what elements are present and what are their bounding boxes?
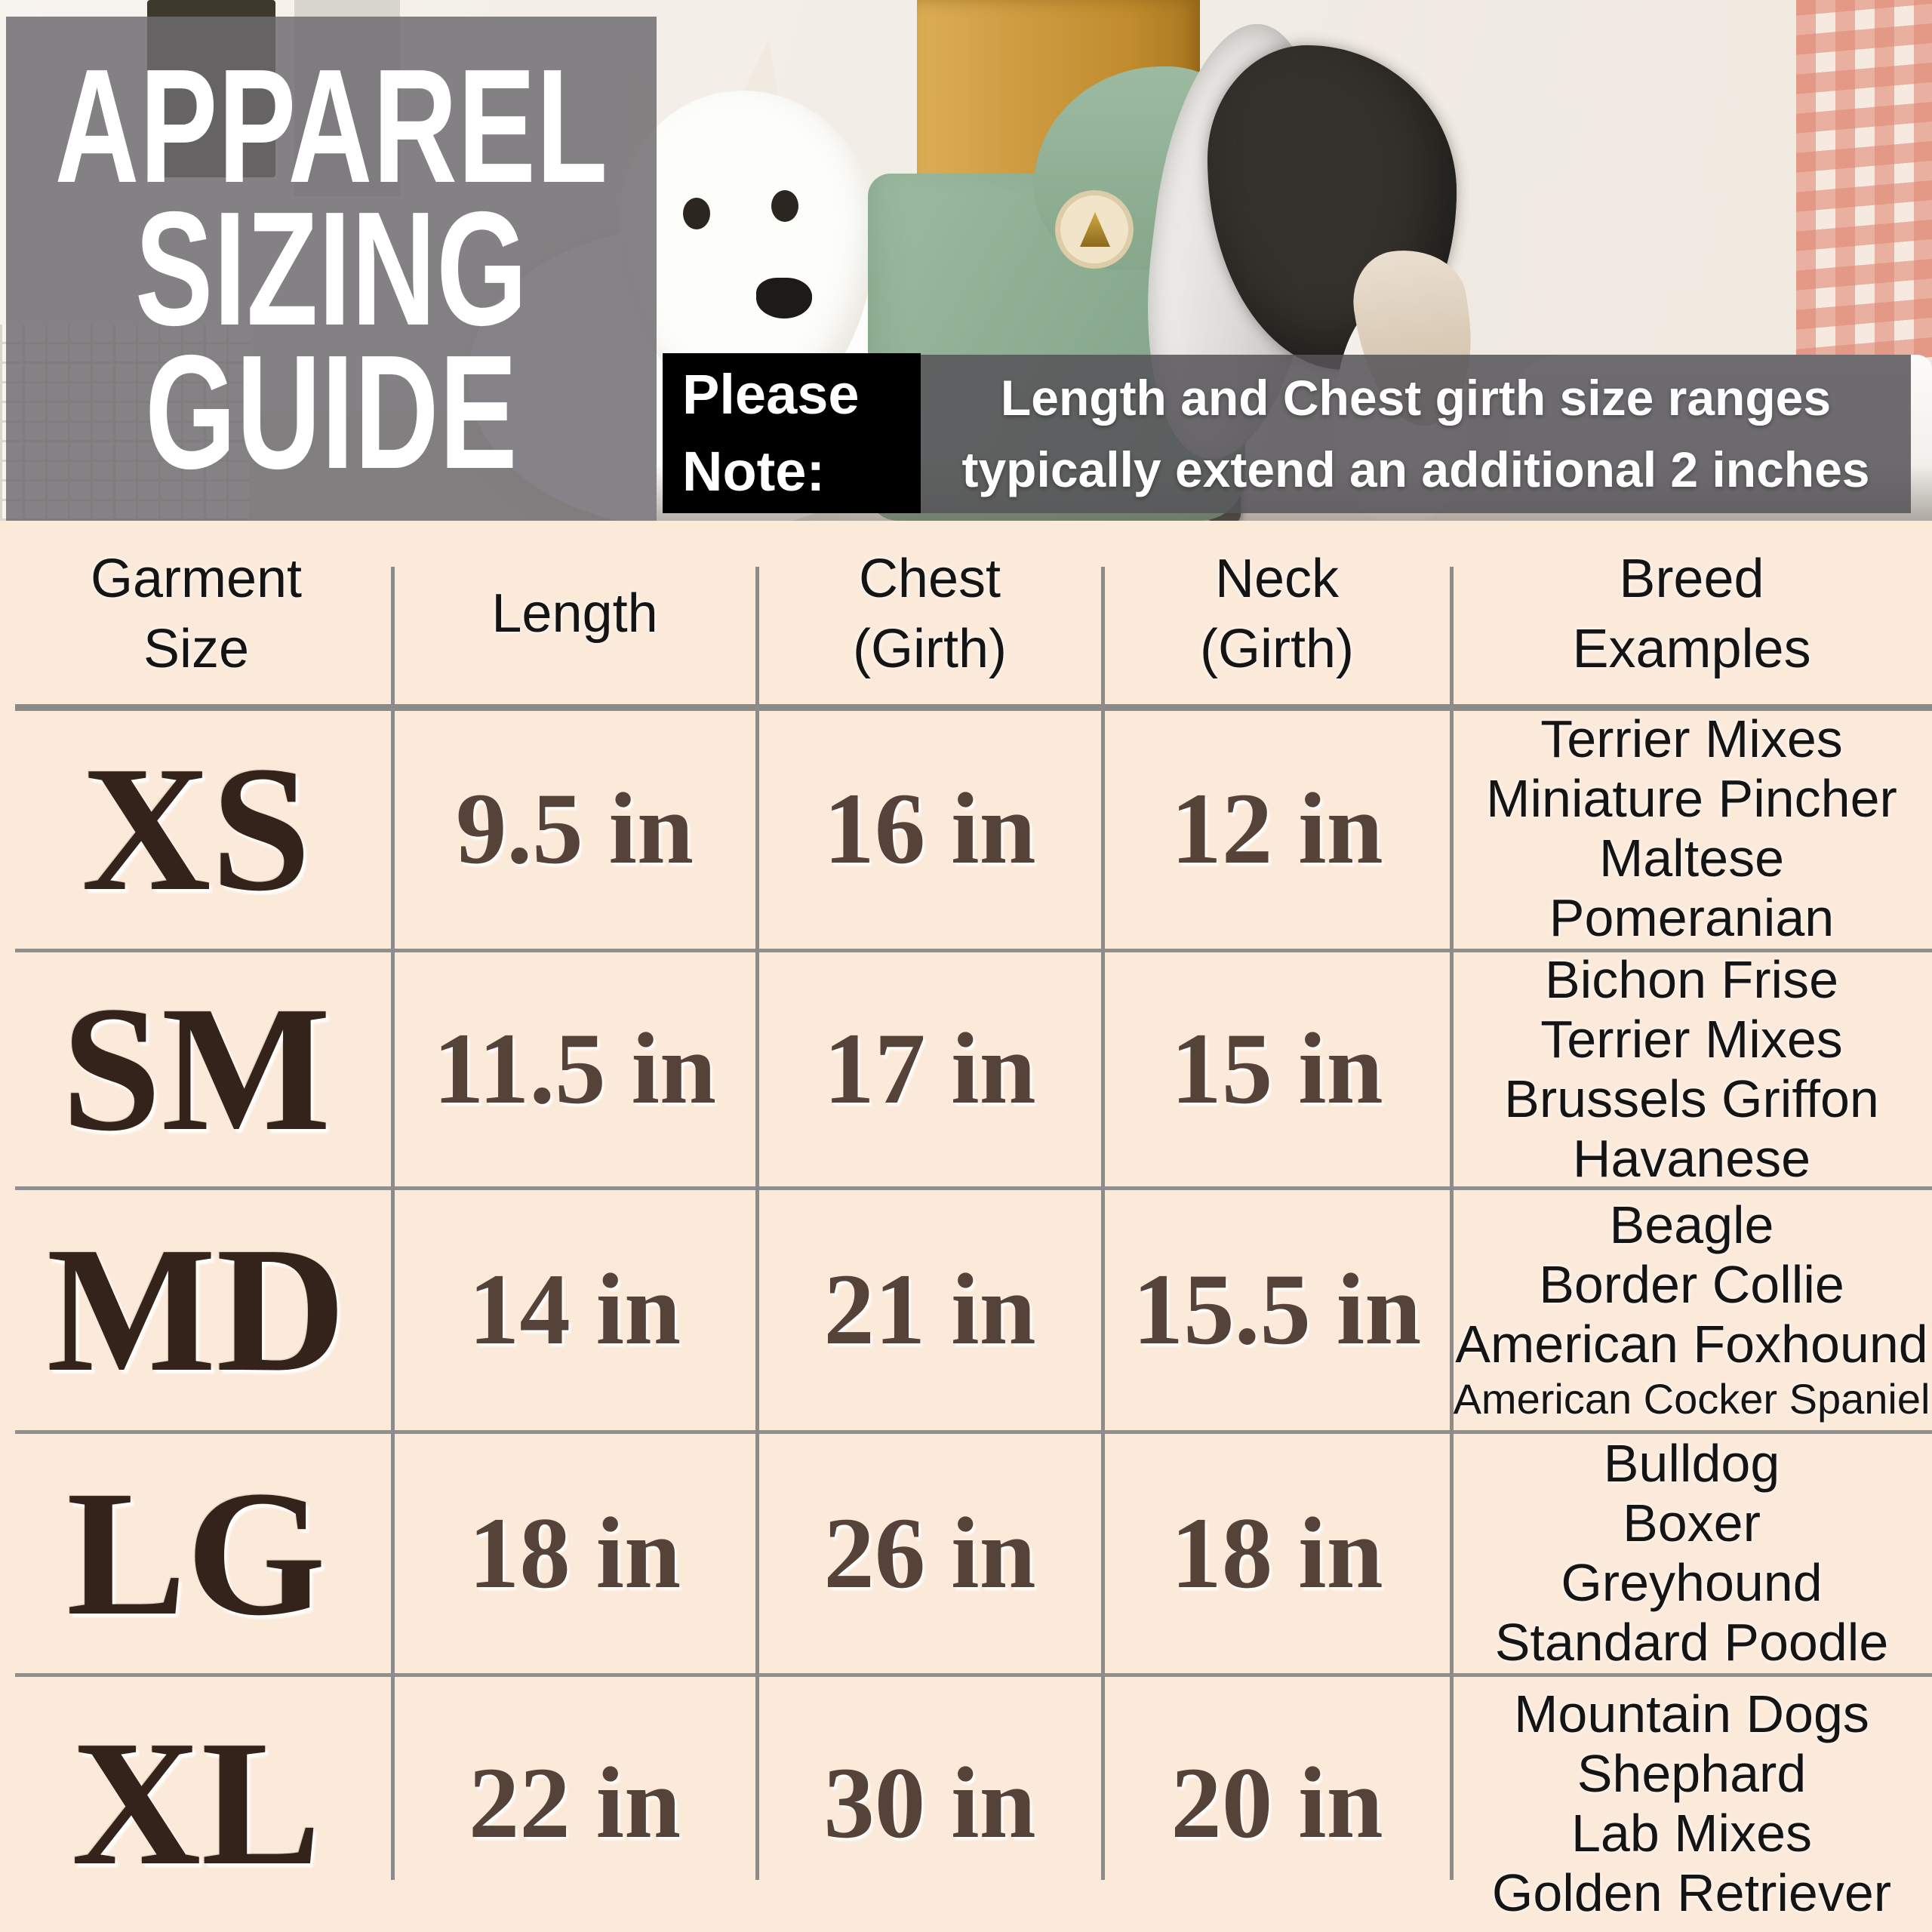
table-column-divider bbox=[391, 567, 395, 1880]
row-md-breeds: Beagle Border Collie American Foxhound A… bbox=[1451, 1188, 1932, 1432]
breed-line: Bulldog bbox=[1603, 1434, 1780, 1493]
white-dog-eye bbox=[771, 190, 798, 222]
row-lg-size: LG bbox=[66, 1454, 326, 1653]
breed-line: Boxer bbox=[1623, 1494, 1761, 1552]
row-xl-size: XL bbox=[71, 1704, 321, 1903]
table-row-divider bbox=[15, 1673, 1932, 1677]
row-sm-length: 11.5 in bbox=[432, 1013, 717, 1125]
row-md-chest: 21 in bbox=[823, 1254, 1036, 1366]
breed-line: Border Collie bbox=[1539, 1255, 1844, 1314]
white-dog-nose bbox=[756, 278, 812, 318]
header-length: Length bbox=[491, 583, 658, 645]
breed-line: Bichon Frise bbox=[1544, 950, 1839, 1009]
breed-line: American Cocker Spaniel bbox=[1453, 1375, 1930, 1423]
checkered-cloth bbox=[1796, 0, 1932, 369]
breed-line: Beagle bbox=[1609, 1195, 1774, 1254]
title-line: APPAREL bbox=[54, 35, 608, 217]
row-xs-size: XS bbox=[81, 729, 312, 928]
row-lg-breeds: Bulldog Boxer Greyhound Standard Poodle bbox=[1451, 1432, 1932, 1675]
breed-line: Havanese bbox=[1572, 1128, 1811, 1188]
row-md-neck: 15.5 in bbox=[1132, 1254, 1422, 1366]
row-xl-neck: 20 in bbox=[1171, 1747, 1383, 1860]
breed-line: Miniature Pincher bbox=[1486, 769, 1897, 828]
row-sm-neck: 15 in bbox=[1171, 1013, 1383, 1125]
row-sm-chest: 17 in bbox=[823, 1013, 1036, 1125]
breed-line: Golden Retriever bbox=[1491, 1863, 1892, 1922]
breed-line: Standard Poodle bbox=[1494, 1613, 1889, 1672]
table-column-divider bbox=[755, 567, 759, 1880]
table-header-divider bbox=[15, 704, 1932, 711]
row-xs-neck: 12 in bbox=[1171, 772, 1383, 885]
row-xs-breeds: Terrier Mixes Miniature Pincher Maltese … bbox=[1451, 707, 1932, 950]
white-dog-eye bbox=[683, 198, 710, 229]
breed-line: Greyhound bbox=[1561, 1553, 1823, 1612]
caption-line: Length and Chest girth size ranges bbox=[1000, 370, 1832, 426]
header-garment-size: Garment Size bbox=[90, 549, 303, 679]
note-caption-box: Length and Chest girth size ranges typic… bbox=[921, 355, 1911, 513]
breed-line: Brussels Griffon bbox=[1504, 1069, 1879, 1128]
page-title: APPAREL SIZING GUIDE bbox=[54, 35, 608, 503]
please-note-box: Please Note: bbox=[663, 353, 921, 513]
table-column-divider bbox=[1101, 567, 1105, 1880]
table-column-divider bbox=[1450, 567, 1454, 1880]
row-lg-neck: 18 in bbox=[1171, 1497, 1383, 1610]
note-line: Please bbox=[682, 363, 860, 426]
table-row-divider bbox=[15, 1186, 1932, 1190]
header-chest-girth: Chest (Girth) bbox=[853, 549, 1007, 679]
row-md-length: 14 in bbox=[468, 1254, 681, 1366]
breed-line: American Foxhound bbox=[1455, 1315, 1928, 1374]
row-lg-length: 18 in bbox=[468, 1497, 681, 1610]
breed-line: Terrier Mixes bbox=[1540, 709, 1843, 768]
row-sm-breeds: Bichon Frise Terrier Mixes Brussels Grif… bbox=[1451, 950, 1932, 1188]
breed-line: Shephard bbox=[1577, 1743, 1807, 1803]
badge-emblem bbox=[1080, 212, 1110, 247]
breed-line: Mountain Dogs bbox=[1514, 1684, 1869, 1743]
breed-line: Lab Mixes bbox=[1571, 1803, 1813, 1863]
title-line: SIZING bbox=[134, 177, 528, 360]
row-xs-length: 9.5 in bbox=[455, 772, 694, 885]
row-md-size: MD bbox=[46, 1211, 346, 1409]
table-row-divider bbox=[15, 949, 1932, 952]
row-lg-chest: 26 in bbox=[823, 1497, 1036, 1610]
breed-line: Terrier Mixes bbox=[1540, 1009, 1843, 1069]
row-sm-size: SM bbox=[61, 970, 331, 1168]
caption-line: typically extend an additional 2 inches bbox=[961, 441, 1870, 497]
title-line: GUIDE bbox=[145, 320, 518, 503]
note-line: Note: bbox=[682, 440, 826, 503]
row-xs-chest: 16 in bbox=[823, 772, 1036, 885]
header-breed-examples: Breed Examples bbox=[1572, 549, 1811, 679]
breed-line: Maltese bbox=[1598, 829, 1785, 888]
row-xl-breeds: Mountain Dogs Shephard Lab Mixes Golden … bbox=[1451, 1675, 1932, 1932]
coat-badge bbox=[1055, 190, 1134, 269]
table-row-divider bbox=[15, 1430, 1932, 1434]
row-xl-length: 22 in bbox=[468, 1747, 681, 1860]
sizing-table: Garment Size Length Chest (Girth) Neck (… bbox=[0, 521, 1932, 1932]
breed-line: Pomeranian bbox=[1549, 888, 1835, 947]
row-xl-chest: 30 in bbox=[823, 1747, 1036, 1860]
title-overlay: APPAREL SIZING GUIDE bbox=[6, 17, 657, 521]
header-neck-girth: Neck (Girth) bbox=[1200, 549, 1354, 679]
